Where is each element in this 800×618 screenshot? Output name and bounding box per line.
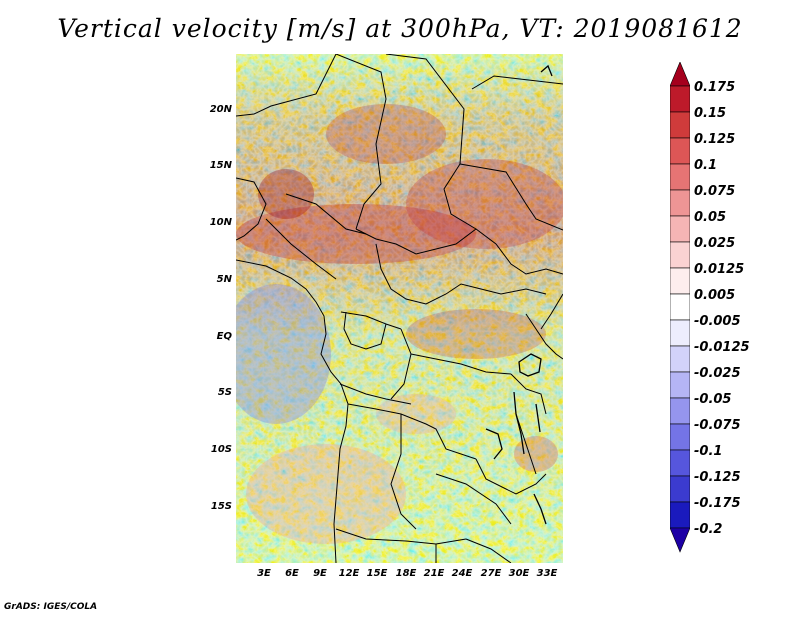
colorbar-bottom-arrow	[669, 527, 691, 553]
colorbar-swatch	[669, 267, 691, 295]
lon-label-6e: 6E	[285, 568, 299, 579]
colorbar-swatch	[669, 137, 691, 165]
colorbar-label: -0.1	[694, 444, 723, 459]
lat-label-10n: 10N	[209, 217, 232, 228]
lat-label-5s: 5S	[217, 387, 232, 398]
lon-label-24e: 24E	[451, 568, 473, 579]
colorbar-label: -0.005	[694, 314, 741, 329]
lon-label-30e: 30E	[508, 568, 530, 579]
lat-label-eq: EQ	[216, 331, 232, 342]
vertical-velocity-field	[236, 54, 563, 563]
colorbar-label: 0.075	[694, 184, 736, 199]
lon-label-33e: 33E	[536, 568, 558, 579]
lat-label-5n: 5N	[216, 274, 232, 285]
map-title: Vertical velocity [m/s] at 300hPa, VT: 2…	[57, 14, 743, 43]
colorbar-label: 0.025	[694, 236, 736, 251]
colorbar-swatch	[669, 241, 691, 269]
colorbar-label: -0.2	[694, 522, 723, 537]
lat-label-10s: 10S	[210, 444, 232, 455]
lon-label-27e: 27E	[480, 568, 502, 579]
colorbar-swatch	[669, 293, 691, 321]
colorbar-label: 0.0125	[694, 262, 745, 277]
colorbar-swatch	[669, 111, 691, 139]
colorbar-swatch	[669, 397, 691, 425]
colorbar-label: 0.005	[694, 288, 736, 303]
colorbar-label: -0.0125	[694, 340, 750, 355]
lake-outlines	[485, 64, 553, 525]
colorbar-label: 0.175	[694, 80, 736, 95]
lat-label-20n: 20N	[209, 104, 232, 115]
colorbar-label: -0.025	[694, 366, 741, 381]
colorbar-swatch	[669, 345, 691, 373]
grads-credit: GrADS: IGES/COLA	[4, 602, 98, 612]
map-panel	[236, 54, 563, 563]
colorbar-swatch	[669, 163, 691, 191]
colorbar-swatch	[669, 449, 691, 477]
colorbar-swatch	[669, 85, 691, 113]
lat-label-15n: 15N	[209, 160, 232, 171]
colorbar-label: -0.075	[694, 418, 741, 433]
colorbar	[669, 61, 691, 556]
colorbar-label: 0.15	[694, 106, 727, 121]
lon-label-3e: 3E	[257, 568, 271, 579]
colorbar-label: 0.05	[694, 210, 727, 225]
lon-label-15e: 15E	[366, 568, 388, 579]
colorbar-swatch	[669, 189, 691, 217]
colorbar-swatch	[669, 215, 691, 243]
lat-label-15s: 15S	[210, 501, 232, 512]
colorbar-swatch	[669, 423, 691, 451]
colorbar-swatch	[669, 475, 691, 503]
colorbar-swatch	[669, 371, 691, 399]
colorbar-label: -0.175	[694, 496, 741, 511]
lon-label-18e: 18E	[395, 568, 417, 579]
colorbar-label: 0.1	[694, 158, 718, 173]
country-borders	[236, 54, 563, 563]
colorbar-top-arrow	[669, 61, 691, 87]
colorbar-swatch	[669, 319, 691, 347]
colorbar-label: 0.125	[694, 132, 736, 147]
lon-label-21e: 21E	[423, 568, 445, 579]
colorbar-label: -0.125	[694, 470, 741, 485]
colorbar-label: -0.05	[694, 392, 732, 407]
lon-label-12e: 12E	[338, 568, 360, 579]
lon-label-9e: 9E	[313, 568, 327, 579]
colorbar-graphic	[669, 61, 691, 553]
colorbar-swatch	[669, 501, 691, 529]
